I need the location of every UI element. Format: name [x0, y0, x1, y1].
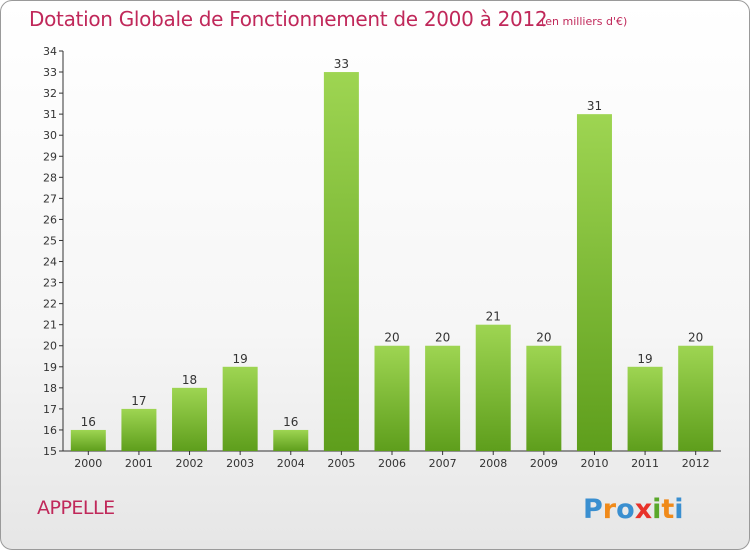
bar-value-label: 19 [233, 352, 248, 366]
bar-value-label: 18 [182, 373, 197, 387]
y-tick-label: 17 [43, 403, 57, 416]
bar [70, 429, 106, 451]
x-tick-label: 2002 [176, 457, 204, 470]
y-tick-label: 33 [43, 66, 57, 79]
x-tick-label: 2009 [530, 457, 558, 470]
commune-name: APPELLE [37, 497, 115, 519]
y-tick-label: 25 [43, 234, 57, 247]
x-tick-label: 2003 [226, 457, 254, 470]
y-tick-label: 20 [43, 340, 57, 353]
x-tick-label: 2006 [378, 457, 406, 470]
svg-text:Proxiti: Proxiti [583, 494, 684, 525]
x-tick-label: 2008 [479, 457, 507, 470]
y-tick-label: 15 [43, 445, 57, 458]
bar [121, 408, 157, 451]
y-tick-label: 19 [43, 361, 57, 374]
bar [678, 345, 714, 451]
x-tick-label: 2012 [682, 457, 710, 470]
y-tick-label: 22 [43, 298, 57, 311]
bar [526, 345, 562, 451]
x-tick-label: 2007 [429, 457, 457, 470]
bar [475, 324, 511, 451]
x-tick-label: 2010 [580, 457, 608, 470]
y-tick-label: 23 [43, 277, 57, 290]
bar [323, 72, 359, 451]
x-tick-label: 2000 [74, 457, 102, 470]
bar-value-label: 33 [334, 57, 349, 71]
bar [222, 366, 258, 451]
y-tick-label: 31 [43, 108, 57, 121]
chart-title: Dotation Globale de Fonctionnement de 20… [29, 7, 548, 31]
y-tick-label: 26 [43, 213, 57, 226]
bar [273, 429, 309, 451]
y-tick-label: 29 [43, 150, 57, 163]
y-tick-label: 27 [43, 192, 57, 205]
bar [576, 114, 612, 451]
bar-value-label: 16 [283, 415, 298, 429]
x-tick-label: 2004 [277, 457, 305, 470]
x-tick-label: 2001 [125, 457, 153, 470]
bar-value-label: 20 [688, 331, 703, 345]
x-tick-label: 2005 [327, 457, 355, 470]
bar-value-label: 16 [81, 415, 96, 429]
bar [374, 345, 410, 451]
bar-value-label: 21 [486, 310, 501, 324]
bar-value-label: 20 [536, 331, 551, 345]
x-tick-label: 2011 [631, 457, 659, 470]
bar-value-label: 31 [587, 99, 602, 113]
proxiti-logo: Proxiti [583, 494, 684, 525]
bar-value-label: 20 [435, 331, 450, 345]
bar-value-label: 20 [384, 331, 399, 345]
y-tick-label: 34 [43, 45, 57, 58]
bar-value-label: 17 [131, 394, 146, 408]
bar [627, 366, 663, 451]
y-tick-label: 21 [43, 319, 57, 332]
y-tick-label: 28 [43, 171, 57, 184]
y-tick-label: 32 [43, 87, 57, 100]
bar [425, 345, 461, 451]
bar-value-label: 19 [637, 352, 652, 366]
chart-unit: (en milliers d'€) [541, 15, 628, 28]
y-tick-label: 18 [43, 382, 57, 395]
y-tick-label: 16 [43, 424, 57, 437]
bar [172, 387, 208, 451]
y-tick-label: 30 [43, 129, 57, 142]
y-tick-label: 24 [43, 256, 57, 269]
